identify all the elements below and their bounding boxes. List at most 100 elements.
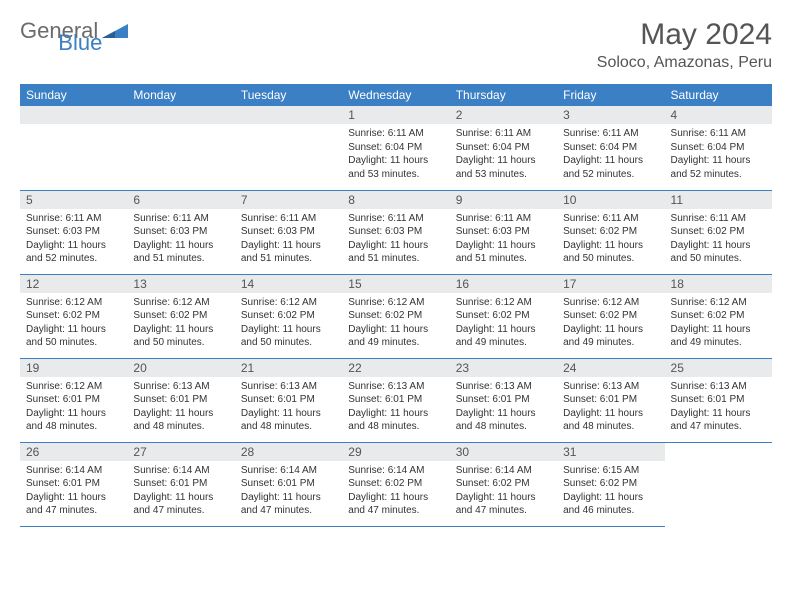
day-number: 4 — [665, 106, 772, 124]
day-details: Sunrise: 6:14 AMSunset: 6:02 PMDaylight:… — [342, 461, 449, 522]
day-number: 21 — [235, 359, 342, 377]
calendar-day-cell: 31Sunrise: 6:15 AMSunset: 6:02 PMDayligh… — [557, 442, 664, 526]
calendar-day-cell: 1Sunrise: 6:11 AMSunset: 6:04 PMDaylight… — [342, 106, 449, 190]
sunset-line: Sunset: 6:01 PM — [133, 477, 228, 491]
calendar-day-cell: 7 Sunrise: 6:11 AMSunset: 6:03 PMDaylight… — [235, 190, 342, 274]
sunset-line: Sunset: 6:04 PM — [671, 141, 766, 155]
sunset-line: Sunset: 6:03 PM — [348, 225, 443, 239]
daylight-line: Daylight: 11 hours and 47 minutes. — [133, 491, 228, 518]
day-details: Sunrise: 6:11 AMSunset: 6:04 PMDaylight:… — [450, 124, 557, 185]
logo-icon — [102, 22, 128, 40]
sunrise-line: Sunrise: 6:13 AM — [133, 380, 228, 394]
sunset-line: Sunset: 6:03 PM — [241, 225, 336, 239]
day-details: Sunrise: 6:12 AMSunset: 6:02 PMDaylight:… — [342, 293, 449, 354]
day-number: 3 — [557, 106, 664, 124]
sunrise-line: Sunrise: 6:11 AM — [348, 212, 443, 226]
sunrise-line: Sunrise: 6:14 AM — [456, 464, 551, 478]
day-details: Sunrise: 6:12 AMSunset: 6:02 PMDaylight:… — [665, 293, 772, 354]
calendar-day-cell: 23Sunrise: 6:13 AMSunset: 6:01 PMDayligh… — [450, 358, 557, 442]
day-details: Sunrise: 6:11 AMSunset: 6:04 PMDaylight:… — [557, 124, 664, 185]
sunrise-line: Sunrise: 6:14 AM — [241, 464, 336, 478]
day-number: 8 — [342, 191, 449, 209]
calendar-day-cell: 30Sunrise: 6:14 AMSunset: 6:02 PMDayligh… — [450, 442, 557, 526]
calendar-day-cell: 10Sunrise: 6:11 AMSunset: 6:02 PMDayligh… — [557, 190, 664, 274]
daylight-line: Daylight: 11 hours and 53 minutes. — [348, 154, 443, 181]
day-number: 19 — [20, 359, 127, 377]
sunset-line: Sunset: 6:01 PM — [241, 477, 336, 491]
sunset-line: Sunset: 6:01 PM — [456, 393, 551, 407]
daylight-line: Daylight: 11 hours and 51 minutes. — [241, 239, 336, 266]
sunset-line: Sunset: 6:04 PM — [456, 141, 551, 155]
day-details: Sunrise: 6:11 AMSunset: 6:02 PMDaylight:… — [557, 209, 664, 270]
daylight-line: Daylight: 11 hours and 50 minutes. — [133, 323, 228, 350]
calendar-day-cell: 9Sunrise: 6:11 AMSunset: 6:03 PMDaylight… — [450, 190, 557, 274]
calendar-week-row: 26Sunrise: 6:14 AMSunset: 6:01 PMDayligh… — [20, 442, 772, 526]
day-details: Sunrise: 6:12 AMSunset: 6:02 PMDaylight:… — [235, 293, 342, 354]
calendar-day-cell — [235, 106, 342, 190]
day-number: 2 — [450, 106, 557, 124]
day-header-row: Sunday Monday Tuesday Wednesday Thursday… — [20, 84, 772, 106]
day-details: Sunrise: 6:13 AMSunset: 6:01 PMDaylight:… — [450, 377, 557, 438]
calendar-table: Sunday Monday Tuesday Wednesday Thursday… — [20, 84, 772, 527]
sunset-line: Sunset: 6:03 PM — [26, 225, 121, 239]
calendar-day-cell: 19Sunrise: 6:12 AMSunset: 6:01 PMDayligh… — [20, 358, 127, 442]
daylight-line: Daylight: 11 hours and 47 minutes. — [348, 491, 443, 518]
calendar-day-cell: 27Sunrise: 6:14 AMSunset: 6:01 PMDayligh… — [127, 442, 234, 526]
day-details: Sunrise: 6:13 AMSunset: 6:01 PMDaylight:… — [127, 377, 234, 438]
day-number: 22 — [342, 359, 449, 377]
daylight-line: Daylight: 11 hours and 49 minutes. — [671, 323, 766, 350]
sunset-line: Sunset: 6:01 PM — [671, 393, 766, 407]
sunrise-line: Sunrise: 6:12 AM — [26, 380, 121, 394]
calendar-day-cell: 25Sunrise: 6:13 AMSunset: 6:01 PMDayligh… — [665, 358, 772, 442]
sunrise-line: Sunrise: 6:11 AM — [671, 127, 766, 141]
day-number — [127, 106, 234, 124]
day-details: Sunrise: 6:14 AMSunset: 6:01 PMDaylight:… — [235, 461, 342, 522]
sunset-line: Sunset: 6:01 PM — [133, 393, 228, 407]
day-details: Sunrise: 6:12 AMSunset: 6:02 PMDaylight:… — [127, 293, 234, 354]
day-number: 24 — [557, 359, 664, 377]
calendar-week-row: 5Sunrise: 6:11 AMSunset: 6:03 PMDaylight… — [20, 190, 772, 274]
calendar-day-cell — [20, 106, 127, 190]
sunset-line: Sunset: 6:02 PM — [133, 309, 228, 323]
day-details: Sunrise: 6:13 AMSunset: 6:01 PMDaylight:… — [557, 377, 664, 438]
day-number: 7 — [235, 191, 342, 209]
calendar-day-cell: 28Sunrise: 6:14 AMSunset: 6:01 PMDayligh… — [235, 442, 342, 526]
day-details: Sunrise: 6:14 AMSunset: 6:02 PMDaylight:… — [450, 461, 557, 522]
sunrise-line: Sunrise: 6:11 AM — [348, 127, 443, 141]
day-number: 17 — [557, 275, 664, 293]
sunset-line: Sunset: 6:03 PM — [133, 225, 228, 239]
sunrise-line: Sunrise: 6:14 AM — [348, 464, 443, 478]
sunset-line: Sunset: 6:02 PM — [26, 309, 121, 323]
calendar-day-cell: 14Sunrise: 6:12 AMSunset: 6:02 PMDayligh… — [235, 274, 342, 358]
sunrise-line: Sunrise: 6:12 AM — [348, 296, 443, 310]
day-details: Sunrise: 6:11 AMSunset: 6:03 PMDaylight:… — [450, 209, 557, 270]
daylight-line: Daylight: 11 hours and 49 minutes. — [348, 323, 443, 350]
daylight-line: Daylight: 11 hours and 48 minutes. — [133, 407, 228, 434]
daylight-line: Daylight: 11 hours and 47 minutes. — [671, 407, 766, 434]
sunrise-line: Sunrise: 6:11 AM — [563, 127, 658, 141]
sunrise-line: Sunrise: 6:15 AM — [563, 464, 658, 478]
daylight-line: Daylight: 11 hours and 48 minutes. — [563, 407, 658, 434]
day-header: Sunday — [20, 84, 127, 106]
title-block: May 2024 Soloco, Amazonas, Peru — [597, 18, 772, 72]
sunrise-line: Sunrise: 6:12 AM — [671, 296, 766, 310]
day-number: 11 — [665, 191, 772, 209]
sunrise-line: Sunrise: 6:12 AM — [133, 296, 228, 310]
sunrise-line: Sunrise: 6:13 AM — [671, 380, 766, 394]
day-number: 9 — [450, 191, 557, 209]
day-details: Sunrise: 6:12 AMSunset: 6:02 PMDaylight:… — [557, 293, 664, 354]
sunrise-line: Sunrise: 6:12 AM — [456, 296, 551, 310]
calendar-day-cell: 29Sunrise: 6:14 AMSunset: 6:02 PMDayligh… — [342, 442, 449, 526]
daylight-line: Daylight: 11 hours and 46 minutes. — [563, 491, 658, 518]
day-details: Sunrise: 6:14 AMSunset: 6:01 PMDaylight:… — [127, 461, 234, 522]
calendar-day-cell: 21Sunrise: 6:13 AMSunset: 6:01 PMDayligh… — [235, 358, 342, 442]
day-number: 10 — [557, 191, 664, 209]
calendar-day-cell: 2Sunrise: 6:11 AMSunset: 6:04 PMDaylight… — [450, 106, 557, 190]
header: General Blue May 2024 Soloco, Amazonas, … — [20, 18, 772, 72]
daylight-line: Daylight: 11 hours and 51 minutes. — [348, 239, 443, 266]
sunrise-line: Sunrise: 6:14 AM — [133, 464, 228, 478]
day-number: 6 — [127, 191, 234, 209]
day-details: Sunrise: 6:11 AMSunset: 6:02 PMDaylight:… — [665, 209, 772, 270]
day-number: 15 — [342, 275, 449, 293]
sunrise-line: Sunrise: 6:11 AM — [241, 212, 336, 226]
